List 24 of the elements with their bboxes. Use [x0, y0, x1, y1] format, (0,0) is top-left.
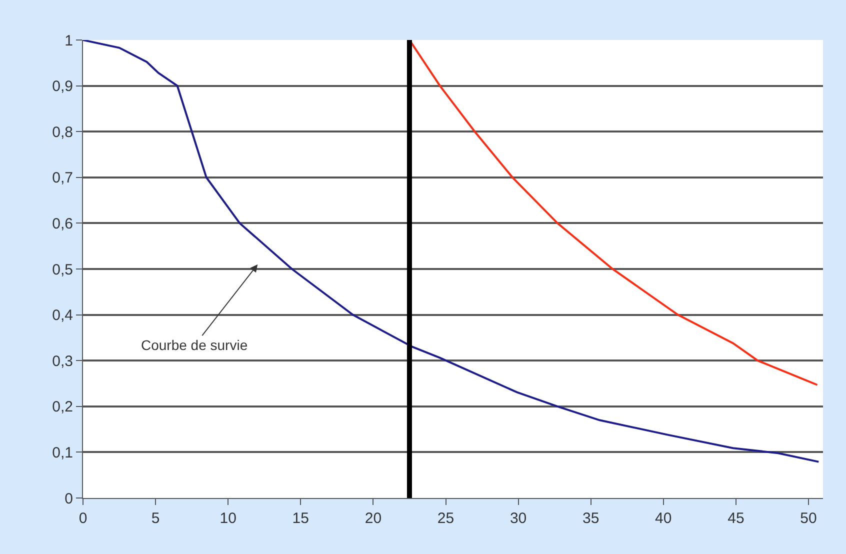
y-tick-label: 0,1: [52, 444, 73, 462]
x-tick-label: 20: [364, 510, 382, 527]
y-tick-label: 0,3: [52, 352, 73, 370]
y-tick-label: 0,5: [52, 261, 73, 278]
y-tick-label: 0,7: [52, 170, 73, 187]
x-tick-label: 30: [510, 510, 527, 527]
x-tick-label: 0: [78, 510, 88, 527]
annotation: Courbe de survie: [141, 337, 248, 353]
x-tick-label: 15: [292, 510, 309, 527]
y-tick-label: 0,2: [52, 398, 73, 416]
x-tick-label: 25: [437, 510, 454, 527]
x-tick-label: 35: [582, 510, 600, 527]
y-tick-label: 0,6: [52, 215, 73, 232]
y-tick-label: 0,9: [52, 78, 73, 96]
y-tick-label: 0: [64, 490, 73, 508]
y-tick-label: 0,4: [52, 307, 73, 324]
x-tick-label: 10: [220, 510, 236, 527]
y-tick-label: 1: [64, 32, 73, 50]
y-tick-label: 0,8: [52, 124, 73, 141]
x-tick-label: 50: [800, 510, 817, 527]
x-tick-label: 5: [151, 510, 160, 527]
x-tick-label: 40: [655, 510, 672, 527]
x-tick-label: 45: [728, 510, 744, 527]
line-series: [83, 40, 820, 463]
